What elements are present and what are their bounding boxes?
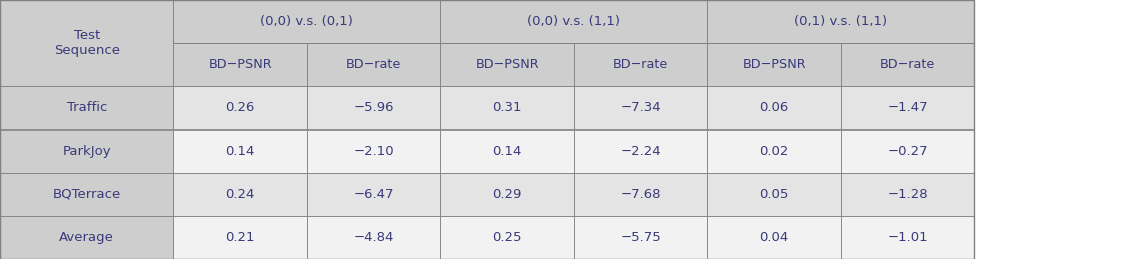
Text: −2.10: −2.10 [354, 145, 394, 157]
Bar [440, 216, 574, 259]
Text: BD−rate: BD−rate [613, 58, 669, 71]
Bar [707, 130, 841, 173]
Text: Average: Average [59, 231, 114, 244]
Text: 0.14: 0.14 [493, 145, 521, 157]
Bar [0, 173, 173, 216]
Bar [173, 216, 307, 259]
Text: 0.25: 0.25 [493, 231, 521, 244]
Text: BD−PSNR: BD−PSNR [209, 58, 272, 71]
Bar [841, 86, 974, 130]
Bar [841, 43, 974, 86]
Bar [307, 216, 440, 259]
Bar [574, 86, 707, 130]
Bar [307, 173, 440, 216]
Text: BQTerrace: BQTerrace [52, 188, 121, 201]
Text: −1.47: −1.47 [888, 102, 928, 114]
Bar [707, 0, 974, 43]
Bar [841, 173, 974, 216]
Bar [307, 86, 440, 130]
Bar [440, 0, 707, 43]
Text: 0.29: 0.29 [493, 188, 521, 201]
Text: BD−rate: BD−rate [880, 58, 936, 71]
Text: −5.75: −5.75 [621, 231, 661, 244]
Text: BD−PSNR: BD−PSNR [743, 58, 806, 71]
Text: 0.24: 0.24 [226, 188, 254, 201]
Text: Traffic: Traffic [66, 102, 107, 114]
Text: 0.31: 0.31 [493, 102, 521, 114]
Bar [841, 216, 974, 259]
Text: −4.84: −4.84 [354, 231, 394, 244]
Bar [574, 173, 707, 216]
Bar [707, 216, 841, 259]
Text: (0,0) v.s. (0,1): (0,0) v.s. (0,1) [260, 15, 354, 28]
Text: Test
Sequence: Test Sequence [54, 29, 120, 57]
Bar [707, 43, 841, 86]
Bar [0, 0, 173, 86]
Text: ParkJoy: ParkJoy [63, 145, 111, 157]
Text: −0.27: −0.27 [888, 145, 928, 157]
Text: (0,1) v.s. (1,1): (0,1) v.s. (1,1) [794, 15, 888, 28]
Bar [440, 43, 574, 86]
Text: 0.06: 0.06 [760, 102, 788, 114]
Text: (0,0) v.s. (1,1): (0,0) v.s. (1,1) [527, 15, 621, 28]
Bar [574, 130, 707, 173]
Bar [307, 43, 440, 86]
Text: 0.21: 0.21 [226, 231, 254, 244]
Text: BD−rate: BD−rate [346, 58, 402, 71]
Bar [173, 86, 307, 130]
Bar [707, 173, 841, 216]
Text: −2.24: −2.24 [621, 145, 661, 157]
Bar [173, 173, 307, 216]
Text: −7.34: −7.34 [621, 102, 661, 114]
Bar [173, 43, 307, 86]
Bar [574, 216, 707, 259]
Bar [841, 130, 974, 173]
Bar [707, 86, 841, 130]
Text: 0.02: 0.02 [760, 145, 788, 157]
Bar [0, 216, 173, 259]
Text: 0.26: 0.26 [226, 102, 254, 114]
Bar [440, 130, 574, 173]
Text: −5.96: −5.96 [354, 102, 394, 114]
Bar [440, 86, 574, 130]
Text: 0.05: 0.05 [760, 188, 788, 201]
Bar [173, 0, 440, 43]
Text: −7.68: −7.68 [621, 188, 661, 201]
Text: 0.14: 0.14 [226, 145, 254, 157]
Bar [440, 173, 574, 216]
Bar [173, 130, 307, 173]
Bar [574, 43, 707, 86]
Bar [307, 130, 440, 173]
Text: −6.47: −6.47 [354, 188, 394, 201]
Text: −1.01: −1.01 [888, 231, 928, 244]
Text: 0.04: 0.04 [760, 231, 788, 244]
Text: BD−PSNR: BD−PSNR [476, 58, 539, 71]
Bar [0, 0, 974, 259]
Text: −1.28: −1.28 [888, 188, 928, 201]
Bar [0, 130, 173, 173]
Bar [0, 86, 173, 130]
